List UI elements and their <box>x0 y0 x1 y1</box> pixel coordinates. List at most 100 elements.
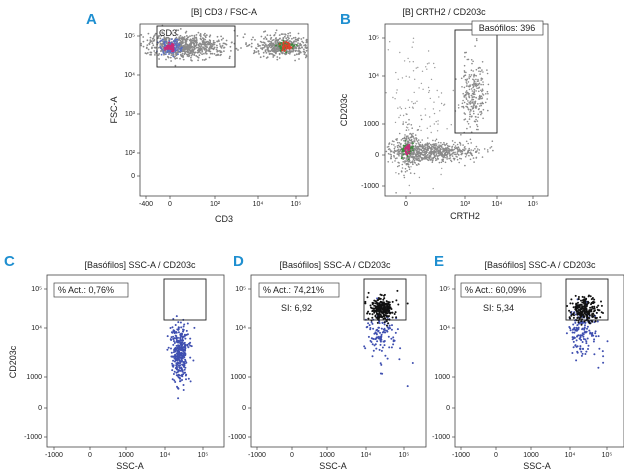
event-dot <box>438 161 441 164</box>
event-dot <box>408 129 410 131</box>
event-dot <box>242 36 245 39</box>
event-dot <box>285 47 288 50</box>
event-dot <box>402 122 404 125</box>
event-dot <box>581 306 584 309</box>
event-dot <box>577 296 580 298</box>
event-dot <box>398 173 400 175</box>
event-dot <box>453 158 456 161</box>
event-dot <box>473 96 476 98</box>
event-dot <box>432 151 435 153</box>
event-dot <box>266 48 269 51</box>
event-dot <box>464 56 466 58</box>
event-dot <box>163 46 166 49</box>
event-dot <box>473 91 476 94</box>
event-dot <box>480 89 482 92</box>
event-dot <box>178 36 181 38</box>
event-dot <box>180 347 183 350</box>
event-dot <box>594 332 597 335</box>
event-dot <box>409 192 412 194</box>
event-dot <box>456 143 459 146</box>
event-dot <box>417 66 419 69</box>
event-dot <box>469 115 471 118</box>
event-dot <box>184 41 187 44</box>
event-dot <box>154 54 156 56</box>
event-dot <box>581 334 584 337</box>
event-dot <box>284 43 287 46</box>
event-dot <box>408 106 411 109</box>
event-dot <box>435 143 438 145</box>
event-dot <box>262 55 265 58</box>
event-dot <box>298 53 300 56</box>
event-dot <box>492 149 494 152</box>
event-dot <box>475 106 478 108</box>
event-dot <box>267 40 269 42</box>
event-dot <box>201 41 204 44</box>
event-dot <box>412 142 414 145</box>
event-dot <box>404 141 406 143</box>
event-dot <box>464 146 466 148</box>
event-dot <box>415 143 418 145</box>
event-dot <box>435 152 438 154</box>
event-dot <box>378 303 381 306</box>
event-dot <box>152 37 155 39</box>
event-dot <box>432 156 435 159</box>
panel-d-xtick: -1000 <box>248 452 266 459</box>
event-dot <box>194 45 197 47</box>
event-dot <box>282 37 285 40</box>
event-dot <box>478 108 480 110</box>
event-dot <box>295 38 298 41</box>
event-dot <box>170 347 172 350</box>
panel-a-xtick: 10² <box>210 201 221 208</box>
event-dot <box>463 95 465 97</box>
event-dot <box>176 354 179 357</box>
event-dot <box>208 43 211 45</box>
event-dot <box>185 30 188 33</box>
event-dot <box>468 149 471 151</box>
event-dot <box>275 42 277 45</box>
event-dot <box>412 102 415 105</box>
event-dot <box>182 350 185 353</box>
event-dot <box>142 36 145 38</box>
event-dot <box>480 83 482 86</box>
event-dot <box>413 139 416 141</box>
event-dot <box>253 51 256 54</box>
event-dot <box>393 147 396 150</box>
event-dot <box>271 45 273 48</box>
event-dot <box>190 43 193 46</box>
event-dot <box>179 321 182 324</box>
event-dot <box>170 351 173 354</box>
event-dot <box>397 303 400 306</box>
event-dot <box>188 44 191 47</box>
event-dot <box>433 123 435 125</box>
event-dot <box>183 345 186 347</box>
event-dot <box>174 38 177 41</box>
event-dot <box>468 147 471 150</box>
event-dot <box>183 368 186 371</box>
event-dot <box>266 34 269 36</box>
event-dot <box>297 32 300 35</box>
event-dot <box>170 48 173 51</box>
event-dot <box>379 293 382 296</box>
event-dot <box>176 57 178 60</box>
event-dot <box>427 137 429 139</box>
event-dot <box>209 34 212 37</box>
event-dot <box>418 87 420 89</box>
event-dot <box>163 38 166 40</box>
event-dot <box>175 364 178 367</box>
event-dot <box>380 315 383 318</box>
event-dot <box>575 339 578 342</box>
event-dot <box>407 140 410 142</box>
event-dot <box>580 303 583 306</box>
panel-b-xtick: 0 <box>404 201 408 208</box>
event-dot <box>591 301 594 304</box>
event-dot <box>384 306 387 309</box>
event-dot <box>370 321 373 324</box>
event-dot <box>418 156 420 158</box>
event-dot <box>387 161 390 163</box>
event-dot <box>393 154 395 157</box>
event-dot <box>473 161 475 163</box>
event-dot <box>264 43 267 46</box>
event-dot <box>261 48 264 51</box>
event-dot <box>444 144 446 147</box>
event-dot <box>421 143 424 146</box>
